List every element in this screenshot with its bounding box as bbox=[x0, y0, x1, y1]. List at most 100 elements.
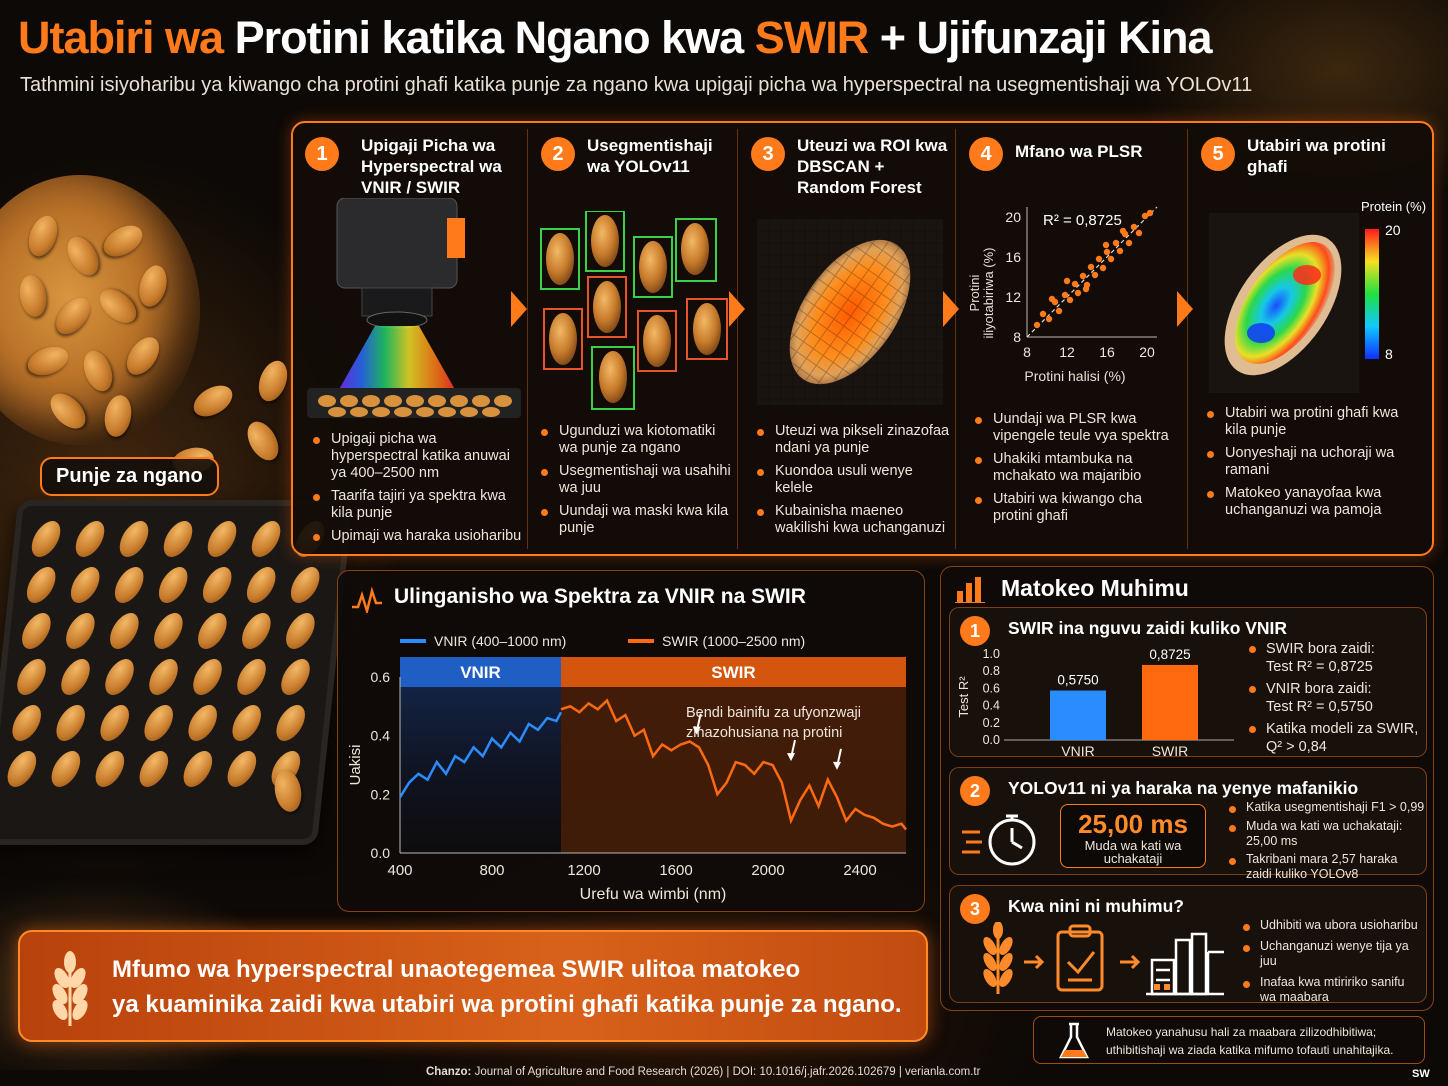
step-title: Mfano wa PLSR bbox=[1015, 142, 1143, 161]
y-tick-label: 0.2 bbox=[371, 786, 391, 802]
result-bullet: Katika usegmentishaji F1 > 0,99 bbox=[1226, 800, 1426, 815]
colorbar bbox=[1365, 229, 1379, 359]
scatter-x-tick: 20 bbox=[1139, 344, 1155, 360]
step-number: 5 bbox=[1201, 137, 1235, 171]
wheat-icon bbox=[52, 951, 88, 1026]
result-bullet: Muda wa kati wa uchakataji: 25,00 ms bbox=[1226, 819, 1426, 849]
result-bullet: SWIR bora zaidi: Test R² = 0,8725 bbox=[1246, 640, 1426, 676]
scatter-point bbox=[1033, 321, 1041, 329]
x-tick-label: 400 bbox=[387, 862, 412, 879]
x-tick-label: 2000 bbox=[751, 862, 784, 879]
r2-bar-chart: Test R² 0.0 0.2 0.4 0.6 0.8 1.0 0,5750 VNIR 0,872… bbox=[956, 647, 1234, 758]
step-bullet: Utabiri wa protini ghafi kwa kila punje bbox=[1203, 405, 1423, 439]
annotation-line-2: zinazohusiana na protini bbox=[686, 725, 842, 741]
step-number: 4 bbox=[969, 137, 1003, 171]
source-footer: Chanzo: Journal of Agriculture and Food … bbox=[426, 1066, 981, 1078]
y-axis-label: Uakisi bbox=[347, 745, 364, 786]
result-bullet: Udhibiti wa ubora usioharibu bbox=[1240, 918, 1426, 933]
card-number: 2 bbox=[960, 776, 990, 806]
bar-y-tick: 0.0 bbox=[983, 733, 1000, 747]
card-number: 3 bbox=[960, 894, 990, 924]
step-number: 2 bbox=[541, 137, 575, 171]
legend-label-1: SWIR (1000–2500 nm) bbox=[662, 633, 805, 649]
scatter-fit-line bbox=[1026, 206, 1158, 338]
scatter-point bbox=[1087, 263, 1095, 271]
step-1-imaging: 1 Upigaji Picha wa Hyperspectral wa VNIR… bbox=[293, 123, 525, 554]
flow-arrow-icon bbox=[511, 291, 527, 327]
x-tick-label: 800 bbox=[479, 862, 504, 879]
scatter-point bbox=[1066, 296, 1074, 304]
step-bullet: Uonyeshaji na uchoraji wa ramani bbox=[1203, 445, 1423, 479]
step-number: 1 bbox=[305, 137, 339, 171]
series-line-swir bbox=[560, 698, 907, 831]
result-bullet: Katika modeli za SWIR, Q² > 0,84 bbox=[1246, 720, 1426, 756]
factory-icon bbox=[1146, 932, 1224, 996]
step-title: Uteuzi wa ROI kwa DBSCAN + Random Forest bbox=[797, 136, 948, 197]
wheat-kernels-label: Punje za ngano bbox=[40, 457, 219, 496]
spectra-comparison-panel: Ulinganisho wa Spektra za VNIR na SWIR V… bbox=[337, 570, 925, 912]
scatter-point bbox=[1130, 223, 1138, 231]
y-tick-label: 0.0 bbox=[371, 845, 391, 861]
scatter-y-tick: 8 bbox=[1013, 329, 1021, 345]
scatter-point bbox=[1048, 295, 1056, 303]
step-bullet: Utabiri wa kiwango cha protini ghafi bbox=[971, 491, 1181, 525]
scatter-point bbox=[1146, 209, 1154, 217]
y-tick-label: 0.6 bbox=[371, 669, 391, 685]
flow-arrow-icon bbox=[729, 291, 745, 327]
scatter-point bbox=[1082, 285, 1090, 293]
page-title: Utabiri wa Protini katika Ngano kwa SWIR… bbox=[18, 12, 1213, 63]
scatter-y-tick: 20 bbox=[1005, 209, 1021, 225]
step-bullet: Matokeo yanayofaa kwa uchanganuzi wa pam… bbox=[1203, 485, 1423, 519]
card-title: YOLOv11 ni ya haraka na yenye mafanikio bbox=[1008, 778, 1359, 798]
scatter-ylabel-1: Protini bbox=[967, 274, 982, 311]
step-bullet: Usegmentishaji wa usahihi wa juu bbox=[537, 463, 733, 497]
legend-label-0: VNIR (400–1000 nm) bbox=[434, 633, 566, 649]
annotation-arrowhead bbox=[833, 761, 841, 770]
scatter-point bbox=[1039, 310, 1047, 318]
bar-y-tick: 1.0 bbox=[983, 647, 1000, 661]
plsr-scatter-chart: Protini iliyotabiriwa (%) R² = 0,8725 Pr… bbox=[967, 206, 1158, 384]
limitations-note: Matokeo yanahusu hali za maabara zilizod… bbox=[1033, 1016, 1425, 1064]
scatter-point bbox=[1116, 247, 1124, 255]
bar-category-label: SWIR bbox=[1152, 743, 1189, 758]
bar-y-tick: 0.6 bbox=[983, 681, 1000, 695]
scatter-r2-label: R² = 0,8725 bbox=[1043, 212, 1122, 229]
step-5-protein-prediction: 5 Utabiri wa protini ghafi Protein (%) 2… bbox=[1189, 123, 1434, 554]
spectra-line-chart: VNIR SWIR VNIR (400–1000 nm) SWIR (1000–250… bbox=[347, 633, 907, 903]
x-axis-label: Urefu wa wimbi (nm) bbox=[580, 886, 727, 903]
flow-arrow-icon bbox=[943, 291, 959, 327]
step-bullet: Kuondoa usuli wenye kelele bbox=[753, 463, 953, 497]
scatter-y-tick: 12 bbox=[1005, 289, 1021, 305]
bar-value-label: 0,5750 bbox=[1057, 673, 1098, 688]
scatter-point bbox=[1071, 280, 1079, 288]
result-card-2: 2 YOLOv11 ni ya haraka na yenye mafaniki… bbox=[949, 767, 1427, 881]
results-title: Matokeo Muhimu bbox=[1001, 575, 1189, 601]
key-results-panel: Matokeo Muhimu 1 SWIR ina nguvu zaidi ku… bbox=[940, 566, 1434, 1011]
page-subtitle: Tathmini isiyoharibu ya kiwango cha prot… bbox=[20, 74, 1253, 96]
step-4-plsr-model: 4 Mfano wa PLSR Protini iliyotabiriwa (%… bbox=[957, 123, 1185, 554]
scatter-x-tick: 12 bbox=[1059, 344, 1075, 360]
spectra-title: Ulinganisho wa Spektra za VNIR na SWIR bbox=[394, 585, 806, 608]
flask-icon bbox=[1058, 1022, 1090, 1059]
step-bullet: Kubainisha maeneo wakilishi kwa uchangan… bbox=[753, 503, 953, 537]
scatter-point bbox=[1095, 255, 1103, 263]
swir-band-label: SWIR bbox=[711, 663, 755, 682]
legend-min: 8 bbox=[1385, 346, 1393, 362]
scatter-ylabel-2: iliyotabiriwa (%) bbox=[981, 247, 996, 338]
annotation-arrowhead bbox=[692, 726, 701, 735]
bar-chart-icon bbox=[955, 577, 985, 603]
bar-swir bbox=[1142, 664, 1198, 740]
step-bullet: Uhakiki mtambuka na mchakato wa majaribi… bbox=[971, 451, 1181, 485]
wheat-icon bbox=[983, 922, 1013, 994]
bar-y-tick: 0.2 bbox=[983, 716, 1000, 730]
bar-y-tick: 0.8 bbox=[983, 664, 1000, 678]
bar-y-tick: 0.4 bbox=[983, 699, 1000, 713]
bar-category-label: VNIR bbox=[1061, 743, 1094, 758]
card-title: Kwa nini ni muhimu? bbox=[1008, 896, 1184, 916]
processing-time-value: 25,00 ms bbox=[1078, 809, 1188, 839]
workflow-panel: 1 Upigaji Picha wa Hyperspectral wa VNIR… bbox=[291, 121, 1434, 556]
scatter-point bbox=[1045, 315, 1053, 323]
step-bullet: Ugunduzi wa kiotomatiki wa punje za ngan… bbox=[537, 423, 733, 457]
spectrum-chart-icon bbox=[352, 587, 382, 613]
scatter-x-tick: 16 bbox=[1099, 344, 1115, 360]
